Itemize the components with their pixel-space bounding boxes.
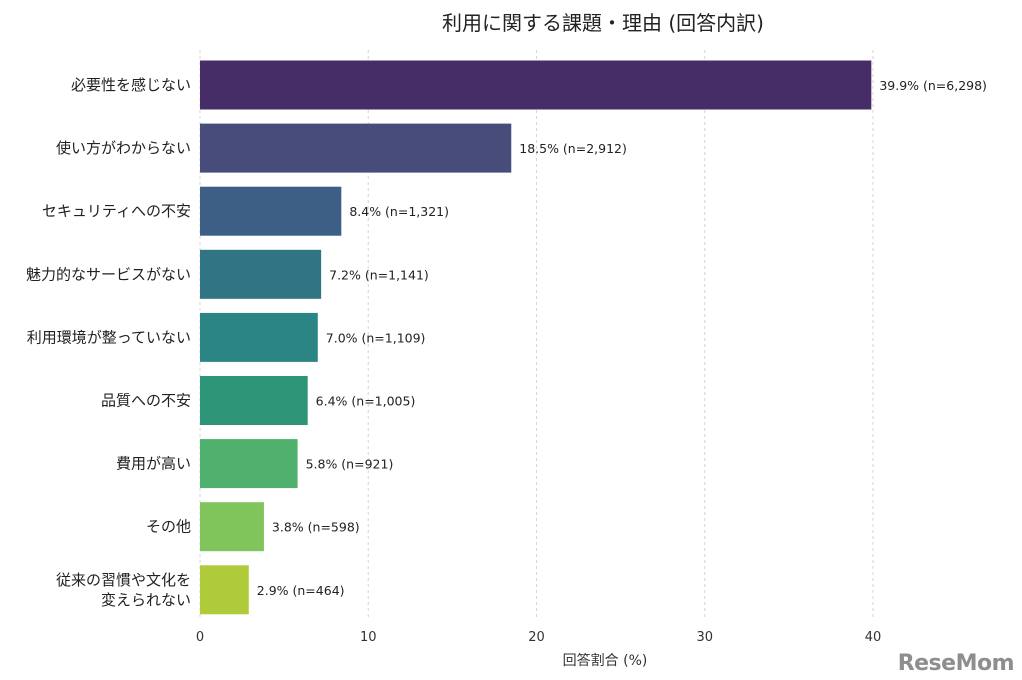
bar-value-label-5: 6.4% (n=1,005)	[316, 394, 416, 409]
category-label-5: 品質への不安	[101, 392, 191, 410]
bar-value-label-2: 8.4% (n=1,321)	[349, 204, 449, 219]
x-tick-label-0: 0	[196, 630, 204, 645]
bar-1	[200, 123, 512, 173]
bar-value-label-0: 39.9% (n=6,298)	[879, 78, 987, 93]
category-label-2: セキュリティへの不安	[42, 202, 191, 220]
category-label-4: 利用環境が整っていない	[27, 328, 191, 346]
bar-6	[200, 439, 298, 489]
category-label-8: 従来の習慣や文化を変えられない	[56, 571, 191, 609]
category-label-6: 費用が高い	[116, 455, 191, 473]
bar-value-label-8: 2.9% (n=464)	[257, 583, 345, 598]
bar-5	[200, 376, 308, 425]
category-label-3: 魅力的なサービスがない	[26, 265, 191, 283]
category-label-0: 必要性を感じない	[71, 76, 191, 94]
resemom-watermark: ReseMom	[897, 651, 1015, 676]
bar-8	[200, 565, 249, 615]
category-label-1: 使い方がわからない	[56, 139, 191, 157]
bar-2	[200, 186, 342, 236]
x-tick-label-10: 10	[360, 630, 377, 645]
bar-0	[200, 60, 872, 110]
x-tick-label-40: 40	[865, 630, 882, 645]
bar-value-label-4: 7.0% (n=1,109)	[326, 330, 426, 345]
bar-value-label-3: 7.2% (n=1,141)	[329, 267, 429, 282]
bar-4	[200, 312, 318, 362]
bar-value-label-6: 5.8% (n=921)	[306, 457, 394, 472]
bar-7	[200, 502, 264, 552]
bar-value-label-1: 18.5% (n=2,912)	[519, 141, 627, 156]
x-tick-label-30: 30	[696, 630, 713, 645]
chart-title: 利用に関する課題・理由 (回答内訳)	[442, 11, 764, 35]
bar-3	[200, 249, 322, 299]
category-label-7: その他	[146, 518, 191, 536]
x-axis-title: 回答割合 (%)	[563, 652, 648, 669]
bar-value-label-7: 3.8% (n=598)	[272, 520, 360, 535]
x-tick-label-20: 20	[528, 630, 545, 645]
